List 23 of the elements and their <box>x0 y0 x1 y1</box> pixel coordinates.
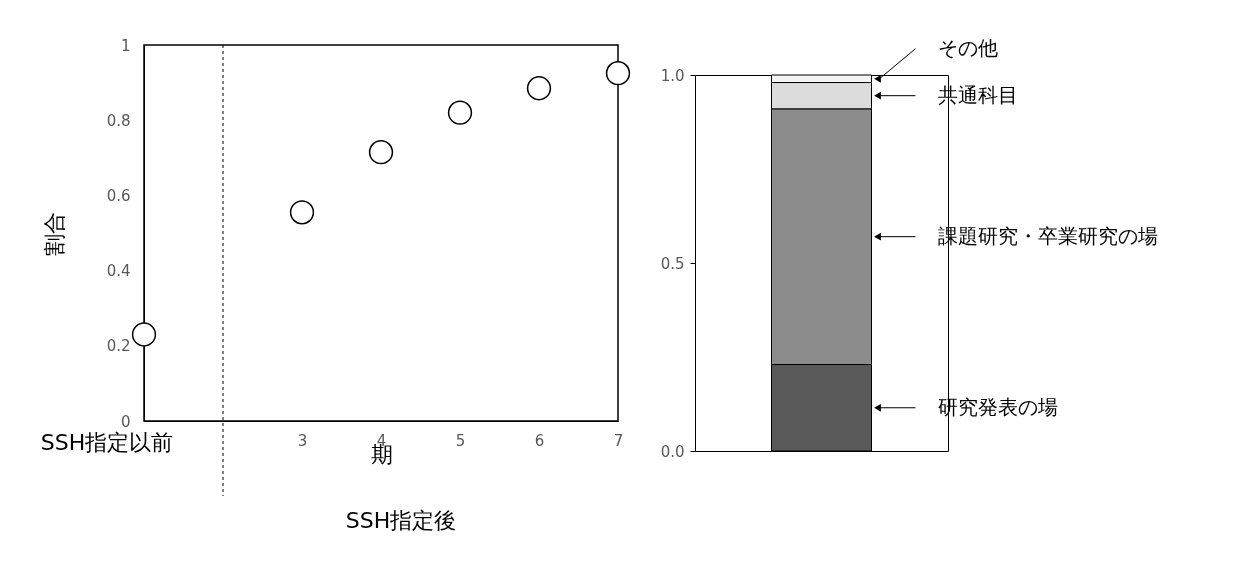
y-tick-label: 0.4 <box>106 262 131 281</box>
x-tick-label: 6 <box>534 431 545 450</box>
x-tick-label: 7 <box>613 431 624 450</box>
text: SSH指定後 <box>345 508 457 533</box>
x-tick-label: 3 <box>297 431 308 450</box>
text: その他 <box>937 35 998 60</box>
point <box>447 100 473 125</box>
y-tick-label: 0.8 <box>106 111 131 130</box>
y-tick-label: 0.5 <box>660 254 685 273</box>
y-tick-label: 0.0 <box>660 442 685 461</box>
y-tick-label: 0 <box>120 412 131 431</box>
y-tick-label: 0.6 <box>106 186 131 205</box>
x-tick-label: 5 <box>455 431 466 450</box>
y-tick-label: 0.2 <box>106 337 131 356</box>
y-axis-title: 割合 <box>41 211 67 256</box>
point <box>368 140 394 165</box>
point <box>605 61 631 86</box>
text: SSH指定以前 <box>40 430 174 455</box>
point <box>289 200 315 225</box>
y-tick-label: 1 <box>120 36 131 55</box>
point <box>131 322 157 347</box>
point <box>526 76 552 101</box>
y-tick-label: 1.0 <box>660 66 685 85</box>
